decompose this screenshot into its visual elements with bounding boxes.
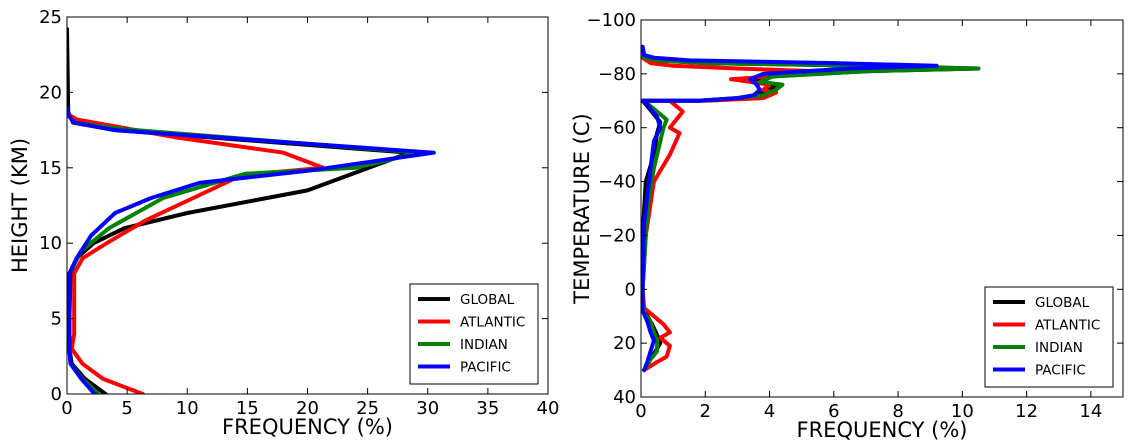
height-x-tick-label: 35 xyxy=(476,398,499,419)
height-series-pacific xyxy=(67,105,436,394)
height-legend-label-atlantic: ATLANTIC xyxy=(460,315,525,331)
temperature-x-tick-label: 10 xyxy=(951,401,974,422)
temperature-y-tick-label: 40 xyxy=(613,387,636,408)
height-x-tick-label: 5 xyxy=(121,398,132,419)
temperature-series-group xyxy=(641,44,981,373)
height-legend-label-pacific: PACIFIC xyxy=(460,360,511,376)
temperature-y-tick-label: −40 xyxy=(598,172,636,193)
height-x-tick-label: 25 xyxy=(356,398,379,419)
height-y-axis-label: HEIGHT (KM) xyxy=(8,138,32,273)
height-legend: GLOBAL ATLANTIC INDIAN PACIFIC xyxy=(409,283,539,385)
temperature-y-axis-label: TEMPERATURE (C) xyxy=(570,113,594,304)
temperature-legend-label-indian: INDIAN xyxy=(1035,340,1083,356)
height-x-axis-label: FREQUENCY (%) xyxy=(222,415,393,439)
height-legend-label-indian: INDIAN xyxy=(460,337,508,353)
height-x-tick-label: 30 xyxy=(416,398,439,419)
height-series-group xyxy=(67,27,436,394)
temperature-x-tick-label: 2 xyxy=(700,401,711,422)
height-y-tick-label: 0 xyxy=(51,384,62,405)
temperature-y-tick-label: 20 xyxy=(613,333,636,354)
temperature-series-global xyxy=(641,44,981,373)
temperature-y-tick-label: −20 xyxy=(598,225,636,246)
temperature-y-tick-label: −100 xyxy=(587,10,636,31)
temperature-x-axis-label: FREQUENCY (%) xyxy=(797,418,968,442)
temperature-legend-label-global: GLOBAL xyxy=(1035,295,1090,311)
temperature-y-tick-label: −80 xyxy=(598,64,636,85)
height-y-tick-label: 15 xyxy=(39,158,62,179)
height-legend-label-global: GLOBAL xyxy=(460,292,515,308)
temperature-legend-label-atlantic: ATLANTIC xyxy=(1035,318,1100,334)
temperature-x-tick-label: 6 xyxy=(828,401,839,422)
temperature-x-tick-label: 12 xyxy=(1015,401,1038,422)
height-x-tick-label: 10 xyxy=(176,398,199,419)
temperature-x-tick-label: 4 xyxy=(764,401,775,422)
height-x-tick-label: 40 xyxy=(537,398,560,419)
temperature-x-tick-label: 14 xyxy=(1079,401,1102,422)
height-y-tick-label: 5 xyxy=(51,309,62,330)
height-y-tick-label: 20 xyxy=(39,82,62,103)
temperature-legend: GLOBAL ATLANTIC INDIAN PACIFIC xyxy=(984,286,1114,388)
height-x-tick-label: 20 xyxy=(296,398,319,419)
temperature-series-indian xyxy=(641,44,981,373)
height-series-atlantic xyxy=(67,111,326,394)
temperature-x-tick-label: 8 xyxy=(892,401,903,422)
temperature-legend-label-pacific: PACIFIC xyxy=(1035,363,1086,379)
height-series-indian xyxy=(67,105,422,394)
height-x-tick-label: 15 xyxy=(236,398,259,419)
temperature-y-tick-label: 0 xyxy=(625,279,636,300)
height-y-tick-label: 25 xyxy=(39,7,62,28)
temperature-frequency-chart: 0 2 4 6 8 10 12 14 −100 −80 −60 −40 −20 0 20 40 FREQUENC… xyxy=(570,10,1124,442)
temperature-series-pacific xyxy=(641,44,939,373)
temperature-plot-frame xyxy=(640,19,1124,398)
height-x-tick-label: 0 xyxy=(61,398,72,419)
height-y-tick-label: 10 xyxy=(39,233,62,254)
temperature-y-tick-label: −60 xyxy=(598,118,636,139)
temperature-x-tick-label: 0 xyxy=(635,401,646,422)
